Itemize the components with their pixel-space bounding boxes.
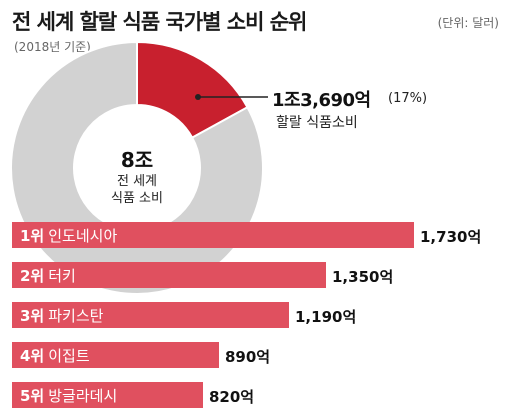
bar-country-name: 인도네시아 — [48, 226, 118, 245]
bar-country-name: 터키 — [48, 266, 76, 285]
bar-value-label: 890억 — [225, 348, 271, 366]
callout-leader-dot — [195, 94, 201, 100]
page-title: 전 세계 할랄 식품 국가별 소비 순위 — [12, 10, 307, 34]
bar-rank: 5위 — [20, 386, 45, 405]
bar-rank: 4위 — [20, 346, 45, 365]
bar-rank: 2위 — [20, 266, 45, 285]
unit-label: (단위: 달러) — [437, 16, 499, 30]
ranking-bar: 4위 이집트 — [12, 342, 219, 368]
bar-country-name: 방글라데시 — [48, 386, 118, 405]
ranking-bar: 5위 방글라데시 — [12, 382, 203, 408]
base-year-label: (2018년 기준) — [14, 40, 91, 54]
bar-country-name: 이집트 — [48, 346, 90, 365]
bar-rank: 1위 — [20, 226, 45, 245]
bar-value-label: 1,190억 — [295, 308, 357, 326]
bar-value-label: 1,730억 — [420, 228, 482, 246]
bar-value-label: 1,350억 — [332, 268, 394, 286]
donut-center-value: 8조 — [120, 148, 154, 172]
bar-rank: 3위 — [20, 306, 45, 325]
donut-center-label-line1: 전 세계 — [116, 174, 157, 189]
ranking-bar: 2위 터키 — [12, 262, 326, 288]
bar-value-label: 820억 — [209, 388, 255, 406]
donut-center-label-line2: 식품 소비 — [111, 191, 163, 206]
halal-callout-value: 1조3,690억 — [272, 90, 371, 111]
bar-country-name: 파키스탄 — [48, 306, 104, 325]
halal-callout-percent: (17%) — [388, 91, 428, 106]
ranking-bar: 1위 인도네시아 — [12, 222, 414, 248]
halal-callout-label: 할랄 식품소비 — [276, 115, 358, 131]
ranking-bar: 3위 파키스탄 — [12, 302, 289, 328]
